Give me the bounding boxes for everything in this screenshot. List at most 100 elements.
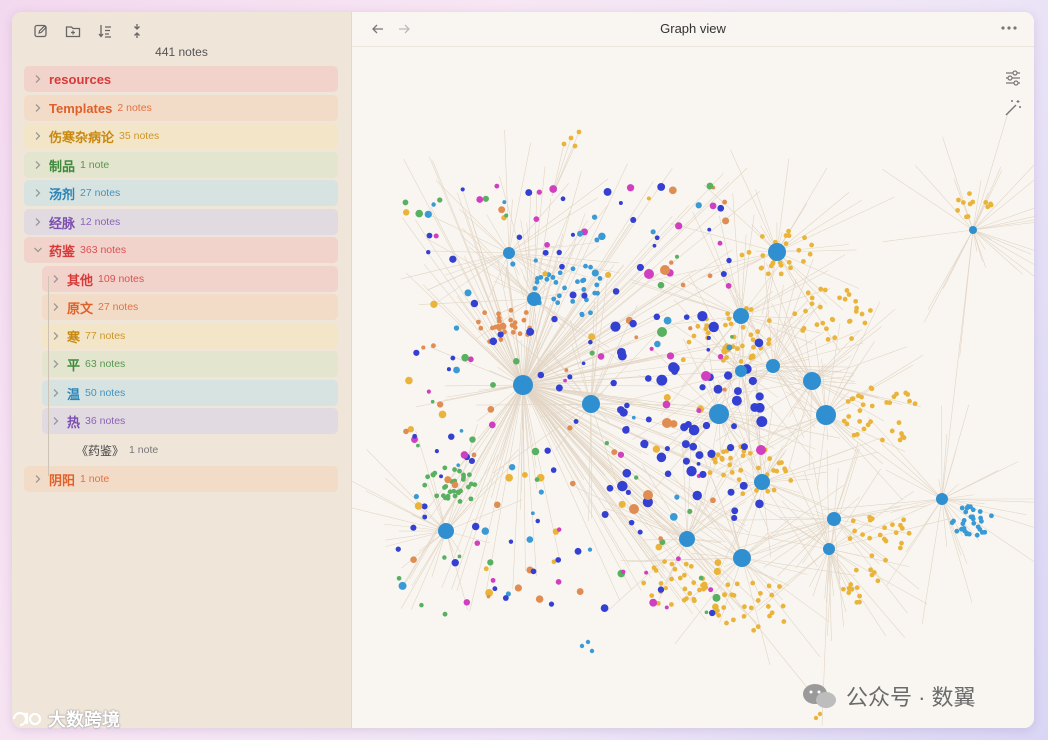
graph-node[interactable]	[430, 399, 435, 404]
graph-node[interactable]	[531, 447, 540, 456]
graph-node[interactable]	[656, 452, 667, 463]
graph-node[interactable]	[588, 333, 596, 341]
graph-node[interactable]	[788, 478, 794, 483]
graph-node[interactable]	[951, 518, 956, 524]
graph-node[interactable]	[977, 509, 983, 514]
graph-node[interactable]	[569, 480, 576, 487]
graph-node[interactable]	[729, 469, 735, 475]
graph-node[interactable]	[496, 311, 501, 317]
graph-node[interactable]	[695, 323, 701, 329]
graph-node[interactable]	[601, 510, 609, 518]
graph-node[interactable]	[899, 540, 904, 546]
graph-node[interactable]	[696, 461, 701, 466]
graph-node[interactable]	[750, 337, 756, 343]
graph-node[interactable]	[585, 639, 591, 645]
graph-node[interactable]	[439, 474, 444, 479]
graph-node[interactable]	[754, 402, 765, 413]
graph-node[interactable]	[742, 604, 747, 610]
graph-node[interactable]	[964, 214, 969, 220]
tree-item-5[interactable]: 经脉 12 notes	[24, 209, 338, 235]
graph-node[interactable]	[442, 555, 447, 560]
graph-hub-node[interactable]	[803, 372, 821, 390]
graph-node[interactable]	[680, 357, 686, 363]
graph-node[interactable]	[854, 431, 860, 437]
graph-node[interactable]	[783, 468, 789, 474]
graph-node[interactable]	[912, 401, 918, 407]
graph-node[interactable]	[868, 419, 874, 425]
graph-node[interactable]	[699, 470, 707, 478]
graph-node[interactable]	[854, 305, 859, 311]
graph-node[interactable]	[857, 408, 863, 414]
graph-node[interactable]	[854, 585, 860, 590]
graph-node[interactable]	[422, 482, 428, 488]
graph-node[interactable]	[740, 324, 746, 330]
graph-node[interactable]	[731, 617, 736, 623]
chevron-right-icon[interactable]	[51, 388, 61, 398]
graph-node[interactable]	[402, 199, 409, 206]
graph-node[interactable]	[649, 346, 654, 351]
graph-node[interactable]	[848, 582, 854, 587]
graph-node[interactable]	[739, 343, 745, 349]
graph-node[interactable]	[624, 402, 630, 409]
graph-node[interactable]	[619, 408, 628, 417]
graph-node[interactable]	[803, 308, 808, 314]
graph-node[interactable]	[654, 340, 661, 348]
graph-node[interactable]	[504, 213, 509, 218]
graph-node[interactable]	[469, 436, 476, 443]
animate-icon[interactable]	[1003, 98, 1023, 118]
graph-node[interactable]	[968, 504, 973, 510]
graph-node[interactable]	[748, 376, 757, 386]
graph-node[interactable]	[536, 189, 542, 195]
arrow-left-icon[interactable]	[370, 21, 386, 37]
graph-node[interactable]	[954, 528, 960, 534]
graph-node[interactable]	[720, 357, 726, 363]
graph-node[interactable]	[534, 279, 540, 285]
graph-node[interactable]	[766, 583, 772, 589]
graph-node[interactable]	[706, 182, 714, 190]
graph-node[interactable]	[721, 347, 728, 355]
graph-node[interactable]	[726, 316, 732, 322]
graph-node[interactable]	[625, 489, 632, 495]
graph-node[interactable]	[778, 271, 784, 277]
graph-node[interactable]	[813, 715, 819, 721]
graph-node[interactable]	[728, 321, 734, 327]
graph-hub-node[interactable]	[733, 308, 749, 324]
graph-node[interactable]	[756, 445, 766, 455]
graph-node[interactable]	[706, 347, 711, 352]
graph-node[interactable]	[852, 528, 858, 534]
graph-node[interactable]	[901, 517, 907, 523]
graph-node[interactable]	[663, 316, 672, 325]
graph-node[interactable]	[612, 288, 620, 295]
graph-node[interactable]	[905, 392, 911, 397]
graph-node[interactable]	[758, 590, 763, 596]
graph-node[interactable]	[717, 204, 725, 212]
graph-node[interactable]	[668, 186, 677, 195]
graph-node[interactable]	[982, 529, 988, 535]
graph-node[interactable]	[533, 216, 540, 222]
graph-node[interactable]	[570, 298, 576, 304]
tree-item-2[interactable]: 伤寒杂病论 35 notes	[24, 123, 338, 149]
graph-node[interactable]	[629, 504, 639, 514]
graph-node[interactable]	[970, 199, 976, 205]
chevron-right-icon[interactable]	[33, 160, 43, 170]
graph-node[interactable]	[713, 567, 722, 576]
graph-node[interactable]	[508, 463, 516, 471]
graph-node[interactable]	[655, 600, 661, 606]
graph-node[interactable]	[674, 254, 679, 259]
graph-node[interactable]	[697, 587, 702, 593]
graph-node[interactable]	[959, 505, 965, 511]
graph-node[interactable]	[581, 292, 588, 299]
graph-node[interactable]	[537, 371, 545, 379]
graph-node[interactable]	[415, 209, 424, 218]
collapse-all-icon[interactable]	[126, 20, 148, 42]
graph-node[interactable]	[496, 315, 502, 321]
graph-node[interactable]	[591, 269, 599, 277]
graph-hub-node[interactable]	[733, 549, 751, 567]
graph-node[interactable]	[598, 232, 606, 241]
graph-node[interactable]	[853, 567, 859, 573]
graph-node[interactable]	[437, 197, 443, 203]
graph-node[interactable]	[490, 381, 496, 388]
graph-node[interactable]	[430, 343, 436, 349]
graph-node[interactable]	[498, 337, 504, 342]
graph-node[interactable]	[395, 546, 401, 552]
